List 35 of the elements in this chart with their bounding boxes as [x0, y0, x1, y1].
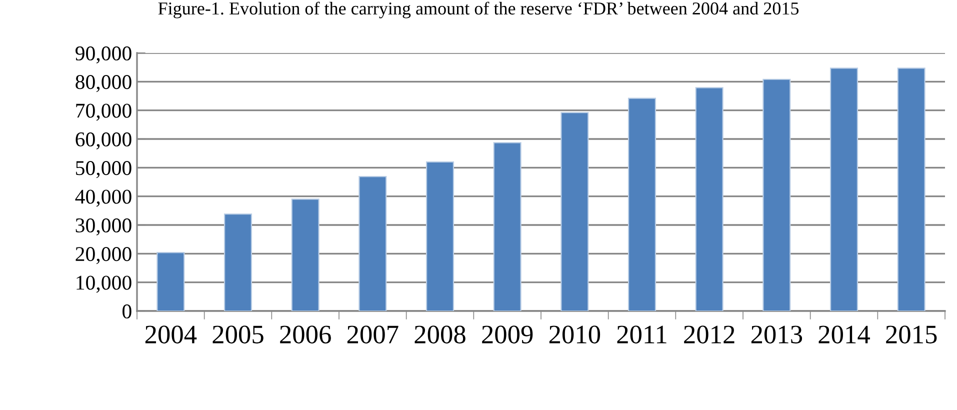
y-tick-label: 60,000 — [76, 132, 132, 150]
x-tick-label: 2004 — [145, 326, 197, 344]
bar — [897, 68, 926, 311]
y-tick-label: 90,000 — [76, 46, 132, 64]
x-tick-label: 2013 — [751, 326, 802, 344]
bar — [695, 87, 724, 311]
bar — [493, 142, 522, 311]
x-tick-label: 2005 — [212, 326, 264, 344]
y-tick-label: 30,000 — [76, 218, 132, 236]
bar — [224, 214, 252, 311]
bar — [426, 161, 454, 311]
bar — [291, 198, 320, 311]
bar — [830, 68, 858, 311]
bar — [628, 98, 656, 311]
bar — [762, 78, 791, 311]
x-tick-label: 2007 — [347, 326, 398, 344]
y-tick-label: 40,000 — [75, 190, 132, 207]
x-tick-label: 2008 — [414, 326, 466, 344]
chart-title: Figure-1. Evolution of the carrying amount of the reserve ‘FDR’ between 2004 and 2015 — [158, 2, 799, 18]
y-tick-label: 70,000 — [76, 104, 132, 121]
x-tick-label: 2006 — [280, 326, 331, 344]
x-tick-label: 2015 — [886, 326, 937, 344]
x-tick-label: 2011 — [617, 326, 666, 344]
x-tick-label: 2010 — [549, 326, 600, 344]
y-tick-label: 10,000 — [76, 276, 132, 293]
bar — [156, 252, 185, 311]
y-tick-label: 80,000 — [76, 75, 132, 92]
y-tick-label: 0 — [122, 304, 132, 318]
bar — [358, 176, 387, 311]
x-tick-label: 2009 — [482, 326, 533, 344]
y-tick-label: 20,000 — [76, 247, 132, 264]
y-tick-label: 50,000 — [76, 161, 132, 178]
bar — [560, 112, 589, 311]
x-tick-label: 2014 — [818, 326, 870, 344]
x-tick-label: 2012 — [684, 326, 734, 344]
